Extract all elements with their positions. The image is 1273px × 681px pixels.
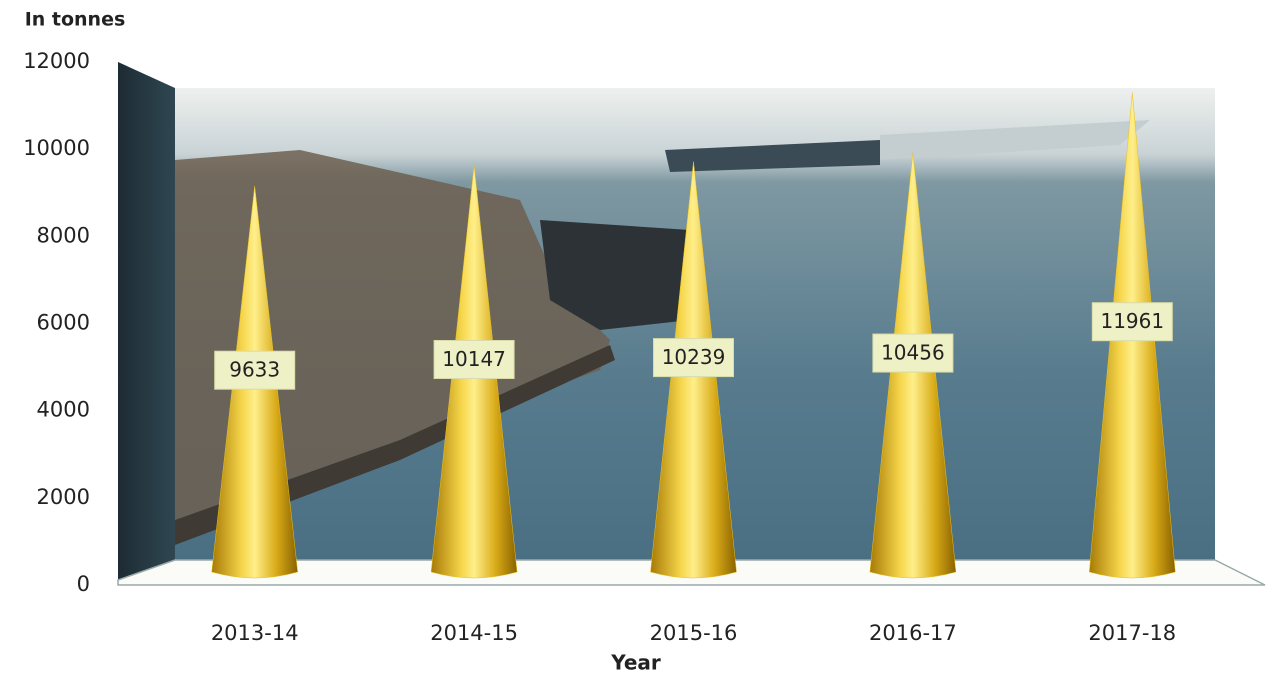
value-label-box [214, 350, 296, 390]
y-tick-label: 8000 [37, 223, 90, 247]
x-tick-label: 2017-18 [1088, 621, 1176, 645]
value-label: 10456 [881, 341, 945, 365]
value-label-box [653, 338, 734, 378]
x-axis-label: Year [610, 651, 661, 675]
y-tick-label: 10000 [23, 136, 90, 160]
x-tick-label: 2013-14 [211, 621, 299, 645]
y-tick-label: 6000 [37, 311, 90, 335]
value-label-box [433, 340, 515, 380]
x-tick-label: 2014-15 [430, 621, 518, 645]
y-tick-label: 2000 [37, 485, 90, 509]
y-tick-label: 12000 [23, 49, 90, 73]
x-tick-label: 2015-16 [650, 621, 738, 645]
x-tick-label: 2016-17 [869, 621, 957, 645]
value-label: 11961 [1100, 309, 1164, 333]
y-axis-label: In tonnes [25, 9, 126, 31]
value-label-box [872, 333, 954, 373]
value-label: 10147 [442, 347, 506, 371]
value-label-box [1091, 302, 1173, 342]
y-tick-label: 4000 [37, 398, 90, 422]
y-tick-label: 0 [77, 572, 90, 596]
value-label: 9633 [229, 358, 280, 382]
value-label: 10239 [662, 345, 726, 369]
